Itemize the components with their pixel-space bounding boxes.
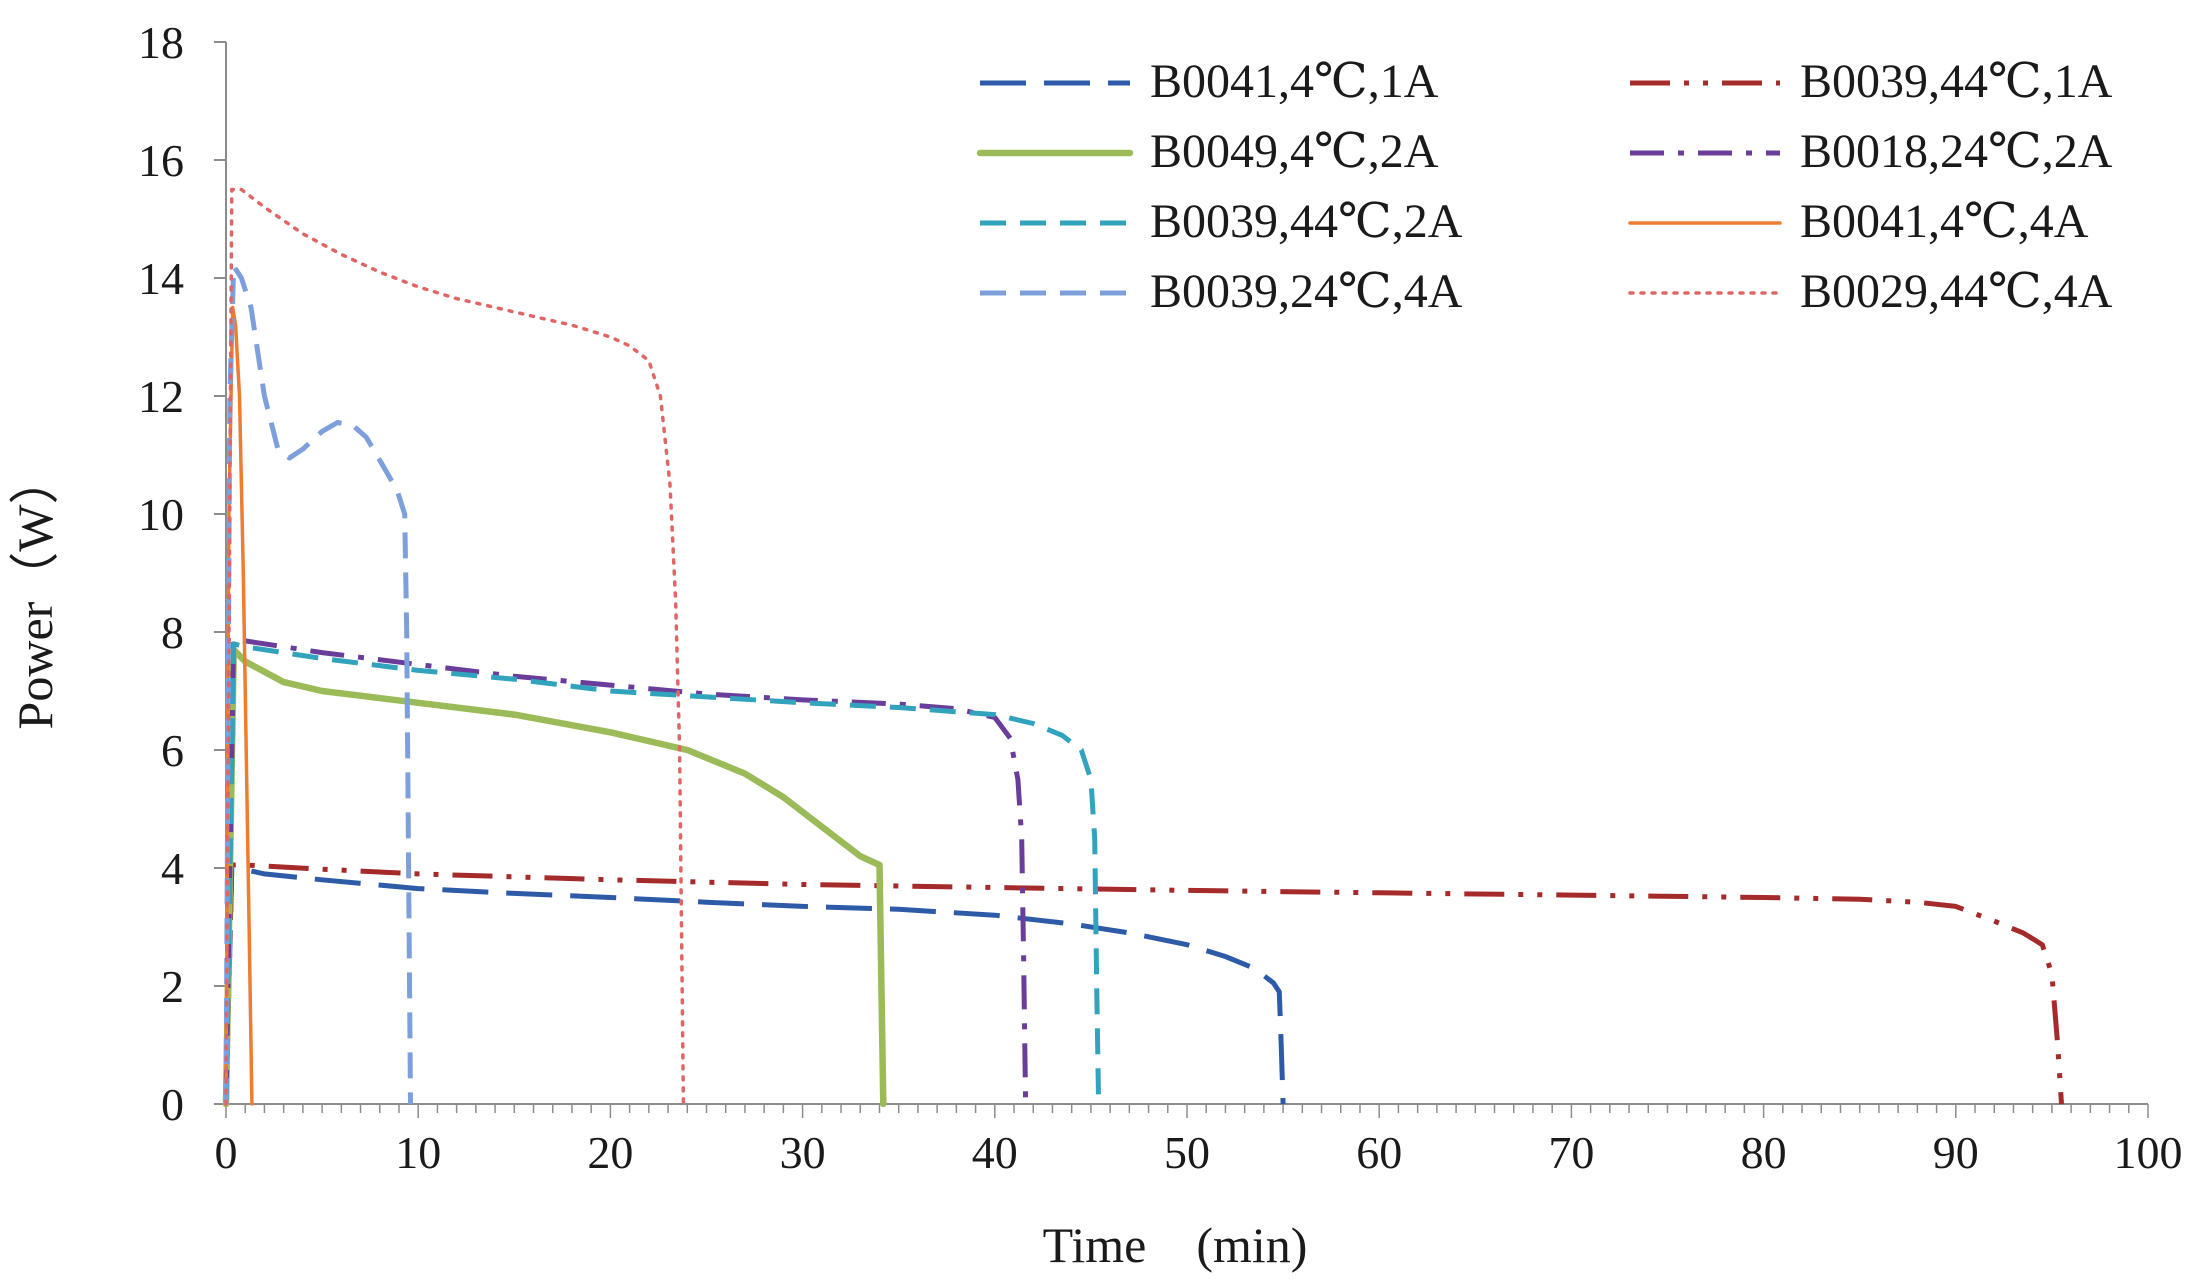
series-layer [222,187,2064,1108]
y-tick-label: 4 [161,843,184,894]
y-tick-label: 10 [138,489,184,540]
x-tick-label: 0 [215,1127,238,1178]
y-tick-label: 6 [161,725,184,776]
series-line-7 [223,263,413,1105]
legend-label-2: B0039,44℃,1A [1800,55,2113,108]
x-tick-label: 80 [1741,1127,1787,1178]
y-tick-label: 2 [161,961,184,1012]
legend-label-5: B0039,44℃,2A [1150,195,1463,248]
series-line-3 [222,646,887,1108]
legend-label-4: B0018,24℃,2A [1800,125,2113,178]
y-tick-label: 8 [161,607,184,658]
series-line-5 [223,641,1102,1105]
series-line-2 [223,862,2064,1105]
y-tick-label: 0 [161,1079,184,1130]
y-axis-title: Power（W） [7,455,63,730]
x-tick-label: 100 [2114,1127,2183,1178]
x-tick-label: 60 [1356,1127,1402,1178]
legend-label-8: B0029,44℃,4A [1800,265,2113,318]
y-tick-label: 14 [138,253,184,304]
legend-label-3: B0049,4℃,2A [1150,125,1439,178]
x-axis-title: Time (min) [1043,1217,1308,1273]
series-line-8 [224,187,686,1106]
series-line-1 [223,865,1286,1105]
axes: 0 2 4 6 8 10 12 14 16 18 0 10 20 30 40 50 60 70 80 90 100 [138,17,2183,1178]
x-tick-label: 50 [1164,1127,1210,1178]
series-line-4 [223,635,1029,1105]
legend-label-1: B0041,4℃,1A [1150,55,1439,108]
y-tick-label: 16 [138,135,184,186]
legend-label-6: B0041,4℃,4A [1800,195,2089,248]
x-tick-label: 40 [972,1127,1018,1178]
x-tick-label: 70 [1548,1127,1594,1178]
y-tick-label: 12 [138,371,184,422]
x-tick-label: 10 [395,1127,441,1178]
legend: B0041,4℃,1A B0039,44℃,1A B0049,4℃,2A B0018,… [976,55,2113,318]
x-tick-label: 20 [587,1127,633,1178]
legend-label-7: B0039,24℃,4A [1150,265,1463,318]
x-tick-label: 90 [1933,1127,1979,1178]
y-tick-label: 18 [138,17,184,68]
x-tick-label: 30 [780,1127,826,1178]
